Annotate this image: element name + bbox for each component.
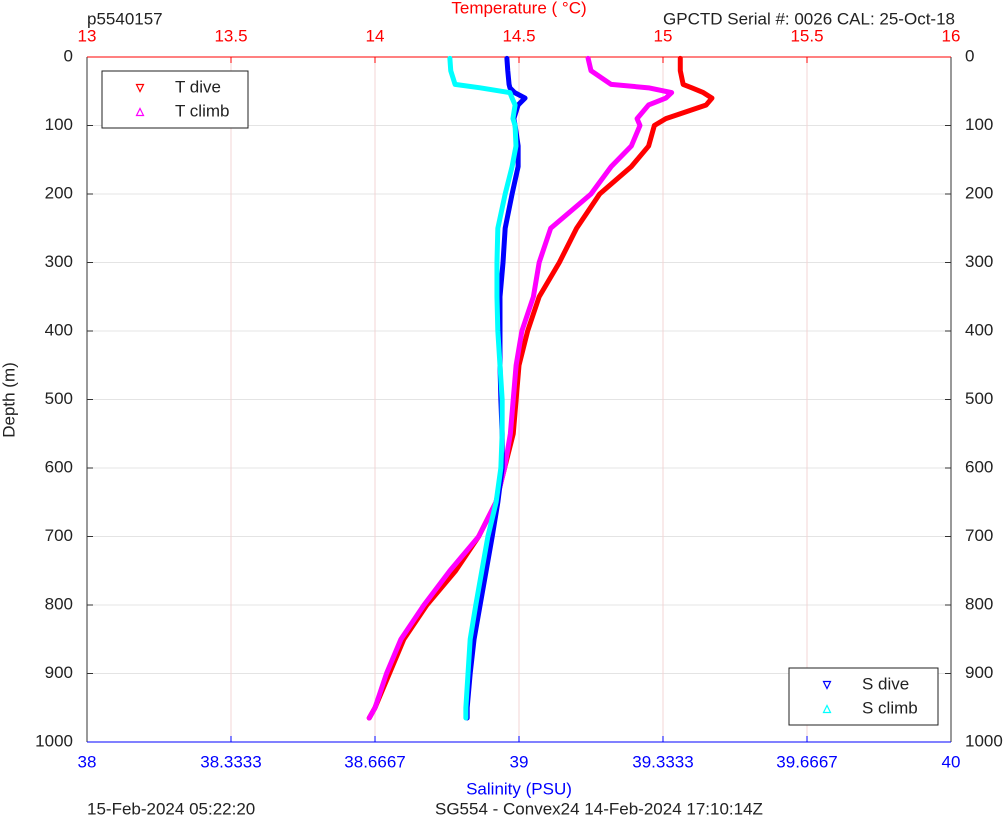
x-top-tick-label: 13.5 bbox=[214, 26, 247, 45]
legend-marker bbox=[822, 680, 832, 690]
y-tick-label-right: 100 bbox=[965, 115, 993, 134]
x-top-tick-label: 14 bbox=[366, 26, 385, 45]
y-tick-label-right: 0 bbox=[965, 46, 974, 65]
top-left-text: p5540157 bbox=[87, 9, 163, 28]
footer-right: SG554 - Convex24 14-Feb-2024 17:10:14Z bbox=[435, 799, 763, 818]
legend-label: S dive bbox=[862, 674, 909, 693]
y-tick-label: 800 bbox=[45, 594, 73, 613]
legend-marker bbox=[135, 83, 145, 93]
y-tick-label: 900 bbox=[45, 663, 73, 682]
y-tick-label-right: 900 bbox=[965, 663, 993, 682]
y-tick-label-right: 600 bbox=[965, 457, 993, 476]
top-right-text: GPCTD Serial #: 0026 CAL: 25-Oct-18 bbox=[663, 9, 955, 28]
series-line bbox=[366, 55, 715, 721]
y-tick-label: 200 bbox=[45, 183, 73, 202]
y-tick-label-right: 400 bbox=[965, 320, 993, 339]
y-tick-label-right: 500 bbox=[965, 389, 993, 408]
footer-left: 15-Feb-2024 05:22:20 bbox=[87, 799, 255, 818]
y-label: Depth (m) bbox=[0, 362, 18, 438]
x-top-tick-label: 16 bbox=[942, 26, 961, 45]
y-tick-label-right: 700 bbox=[965, 526, 993, 545]
x-tick-label: 38.3333 bbox=[200, 752, 261, 771]
legend-label: T dive bbox=[175, 77, 221, 96]
legend-box bbox=[788, 667, 939, 726]
y-tick-label: 700 bbox=[45, 526, 73, 545]
x-top-tick-label: 14.5 bbox=[502, 26, 535, 45]
y-tick-label: 0 bbox=[64, 46, 73, 65]
x-top-tick-label: 15 bbox=[654, 26, 673, 45]
x-tick-label: 39 bbox=[510, 752, 529, 771]
y-tick-label-right: 300 bbox=[965, 252, 993, 271]
y-tick-label: 500 bbox=[45, 389, 73, 408]
x-top-tick-label: 15.5 bbox=[790, 26, 823, 45]
y-tick-label: 400 bbox=[45, 320, 73, 339]
y-tick-label-right: 800 bbox=[965, 594, 993, 613]
y-tick-label: 100 bbox=[45, 115, 73, 134]
series-line bbox=[366, 55, 675, 721]
y-tick-label: 600 bbox=[45, 457, 73, 476]
y-tick-label: 300 bbox=[45, 252, 73, 271]
legend-box bbox=[101, 70, 249, 129]
legend-label: T climb bbox=[175, 101, 229, 120]
legend-marker bbox=[822, 704, 832, 714]
y-tick-label: 1000 bbox=[35, 731, 73, 750]
legend-marker bbox=[135, 107, 145, 117]
series-line bbox=[447, 55, 519, 721]
series-line bbox=[464, 55, 528, 721]
x-bottom-label: Salinity (PSU) bbox=[466, 779, 572, 798]
x-top-label: Temperature ( °C) bbox=[451, 0, 586, 17]
x-tick-label: 38.6667 bbox=[344, 752, 405, 771]
y-tick-label-right: 1000 bbox=[965, 731, 1003, 750]
x-top-tick-label: 13 bbox=[78, 26, 97, 45]
legend-label: S climb bbox=[862, 698, 918, 717]
x-tick-label: 39.6667 bbox=[776, 752, 837, 771]
x-tick-label: 40 bbox=[942, 752, 961, 771]
y-tick-label-right: 200 bbox=[965, 183, 993, 202]
x-tick-label: 39.3333 bbox=[632, 752, 693, 771]
x-tick-label: 38 bbox=[78, 752, 97, 771]
